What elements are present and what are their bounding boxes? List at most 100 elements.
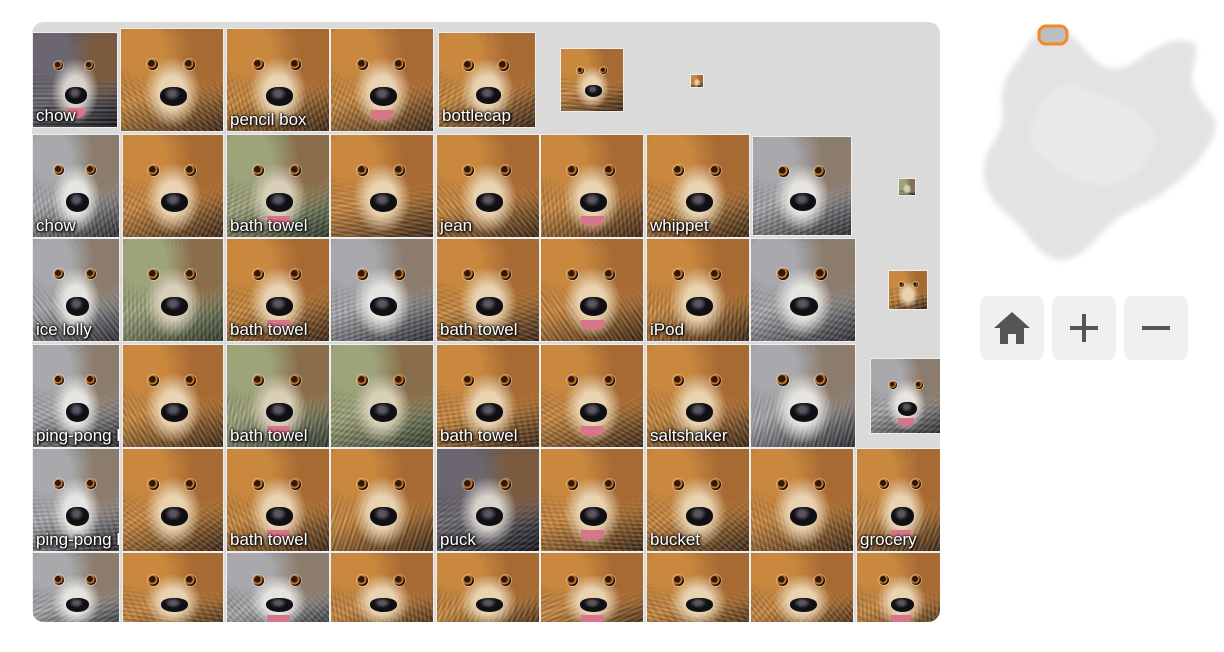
atlas-tile[interactable] xyxy=(122,238,224,342)
atlas-tile[interactable] xyxy=(870,358,940,434)
tile-eye xyxy=(604,375,615,386)
atlas-tile[interactable]: bath towel xyxy=(436,344,540,448)
atlas-tile[interactable]: saltshaker xyxy=(646,344,750,448)
atlas-tile[interactable] xyxy=(122,344,224,448)
atlas-tile[interactable] xyxy=(122,552,224,622)
atlas-tile[interactable] xyxy=(752,136,852,236)
atlas-tile[interactable] xyxy=(750,552,854,622)
atlas-tile[interactable] xyxy=(32,552,120,622)
tile-label: bath towel xyxy=(230,530,308,549)
tile-nose xyxy=(161,403,188,422)
atlas-tile[interactable] xyxy=(330,344,434,448)
tile-eye xyxy=(710,269,721,280)
tile-eye xyxy=(253,59,264,70)
atlas-tile[interactable]: bath towel xyxy=(226,238,330,342)
tile-eye xyxy=(394,479,405,490)
tile-eye xyxy=(673,479,684,490)
atlas-tile[interactable] xyxy=(750,238,856,342)
zoom-in-button[interactable] xyxy=(1052,296,1116,360)
atlas-tile[interactable] xyxy=(330,448,434,552)
atlas-tile[interactable]: ice lolly xyxy=(32,238,120,342)
atlas-tile[interactable] xyxy=(540,344,644,448)
tile-eye xyxy=(673,165,684,176)
tile-eye xyxy=(500,575,511,586)
tile-eye xyxy=(815,268,827,280)
tile-label: bath towel xyxy=(230,426,308,445)
activation-atlas[interactable]: chow pencil box bottlecap chow bath towel jea… xyxy=(32,22,940,622)
tile-eye xyxy=(253,375,264,386)
atlas-tile[interactable] xyxy=(750,448,854,552)
atlas-tile[interactable] xyxy=(120,28,224,132)
atlas-tile[interactable]: jean xyxy=(436,134,540,238)
tile-label: jean xyxy=(440,216,473,235)
atlas-tile[interactable] xyxy=(330,28,434,132)
atlas-tile[interactable] xyxy=(560,48,624,112)
tile-eye xyxy=(253,165,264,176)
atlas-tile[interactable] xyxy=(330,552,434,622)
tile-eye xyxy=(463,165,474,176)
atlas-tile[interactable]: chow xyxy=(32,134,120,238)
tile-nose xyxy=(66,193,89,212)
atlas-tile[interactable] xyxy=(122,134,224,238)
tile-eye xyxy=(86,269,96,279)
atlas-tile[interactable]: bath towel xyxy=(436,238,540,342)
atlas-tile[interactable] xyxy=(540,552,644,622)
tile-eye xyxy=(463,479,474,490)
tile-eye xyxy=(357,59,368,70)
atlas-tile[interactable]: puck xyxy=(436,448,540,552)
tile-nose xyxy=(370,403,397,422)
atlas-tile[interactable] xyxy=(540,134,644,238)
tile-eye xyxy=(148,269,159,280)
tile-eye xyxy=(911,575,921,585)
atlas-minimap[interactable] xyxy=(978,22,1222,272)
atlas-tile[interactable]: chow xyxy=(32,32,118,128)
atlas-tile[interactable] xyxy=(540,448,644,552)
minimap-viewport[interactable] xyxy=(1037,24,1069,46)
tile-nose xyxy=(580,297,607,316)
tile-eye xyxy=(500,375,511,386)
tile-label: chow xyxy=(36,216,76,235)
atlas-tile[interactable] xyxy=(888,270,928,310)
atlas-tile[interactable] xyxy=(122,448,224,552)
tile-eye xyxy=(86,375,96,385)
tile-eye xyxy=(185,165,196,176)
tile-tongue xyxy=(581,530,604,540)
atlas-tile[interactable]: bath towel xyxy=(226,448,330,552)
tile-tongue xyxy=(267,530,290,540)
tile-tongue xyxy=(891,615,911,622)
atlas-tile[interactable]: bath towel xyxy=(226,134,330,238)
atlas-tile[interactable] xyxy=(898,178,916,196)
tile-label: ping-pong ball xyxy=(36,530,119,549)
tile-nose xyxy=(476,403,503,422)
atlas-tile[interactable] xyxy=(750,344,856,448)
tile-eye xyxy=(463,269,474,280)
atlas-tile[interactable]: pencil box xyxy=(226,28,330,132)
atlas-tile[interactable]: ping-pong ball xyxy=(32,448,120,552)
atlas-tile[interactable] xyxy=(436,552,540,622)
tile-eye xyxy=(604,575,615,586)
tile-eye xyxy=(500,269,511,280)
atlas-tile[interactable] xyxy=(226,552,330,622)
tile-tongue xyxy=(267,216,290,226)
atlas-tile[interactable] xyxy=(856,552,940,622)
zoom-out-button[interactable] xyxy=(1124,296,1188,360)
atlas-tile[interactable]: iPod xyxy=(646,238,750,342)
tile-nose xyxy=(790,507,817,526)
atlas-tile[interactable]: grocery xyxy=(856,448,940,552)
atlas-tile[interactable] xyxy=(330,134,434,238)
tile-eye xyxy=(394,575,405,586)
atlas-tile[interactable] xyxy=(690,74,704,88)
atlas-tile[interactable]: bottlecap xyxy=(438,32,536,128)
tile-label: pencil box xyxy=(230,110,307,129)
atlas-tile[interactable]: ping-pong ball xyxy=(32,344,120,448)
atlas-tile[interactable]: whippet xyxy=(646,134,750,238)
tile-eye xyxy=(86,479,96,489)
atlas-tile[interactable] xyxy=(330,238,434,342)
atlas-tile[interactable] xyxy=(540,238,644,342)
home-button[interactable] xyxy=(980,296,1044,360)
tile-nose xyxy=(686,598,713,612)
atlas-tile[interactable] xyxy=(646,552,750,622)
atlas-tile[interactable]: bath towel xyxy=(226,344,330,448)
tile-eye xyxy=(147,59,158,70)
atlas-tile[interactable]: bucket xyxy=(646,448,750,552)
